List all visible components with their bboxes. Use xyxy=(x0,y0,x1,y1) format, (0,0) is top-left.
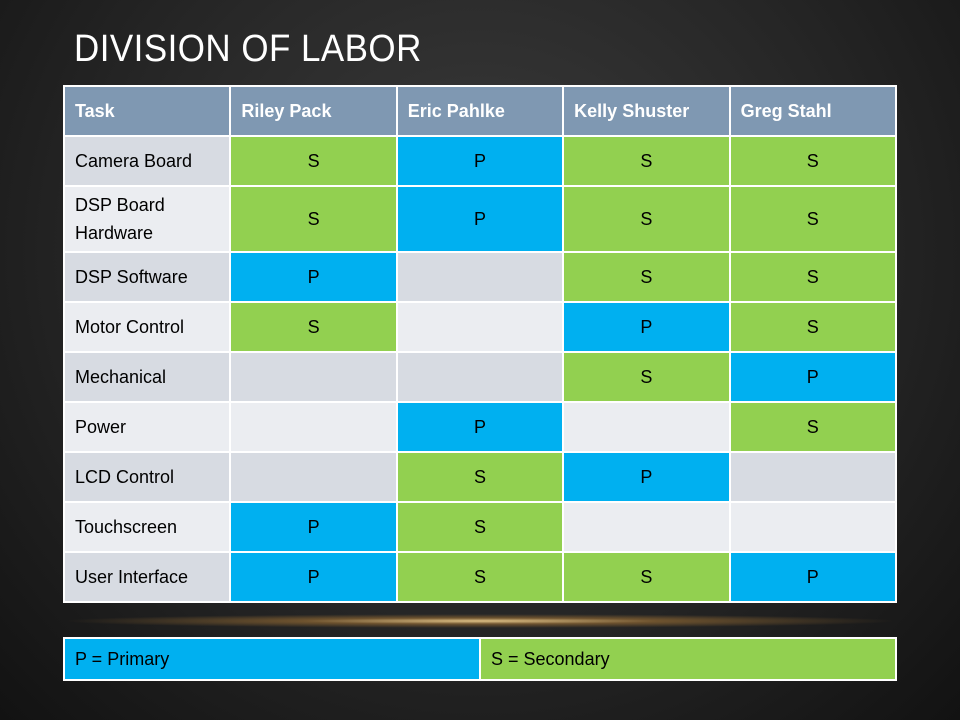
header-eric-pahlke: Eric Pahlke xyxy=(395,85,565,137)
table-row: Touchscreen P S xyxy=(62,501,898,553)
assignment-cell: S xyxy=(728,185,898,253)
assignment-cell: P xyxy=(395,185,565,253)
legend-secondary: S = Secondary xyxy=(479,637,897,681)
task-name: DSP Software xyxy=(62,251,232,303)
assignment-cell: P xyxy=(728,551,898,603)
assignment-cell: S xyxy=(728,135,898,187)
table-row: Camera Board S P S S xyxy=(62,135,898,187)
task-name: Camera Board xyxy=(62,135,232,187)
assignment-cell: S xyxy=(562,351,731,403)
table-row: DSP Board Hardware S P S S xyxy=(62,185,898,253)
division-table: Task Riley Pack Eric Pahlke Kelly Shuste… xyxy=(62,85,898,603)
assignment-cell: P xyxy=(728,351,898,403)
assignment-cell: S xyxy=(562,551,731,603)
assignment-cell: S xyxy=(229,301,398,353)
table-row: User Interface P S S P xyxy=(62,551,898,603)
header-task: Task xyxy=(62,85,232,137)
assignment-cell: P xyxy=(395,401,565,453)
task-name: Mechanical xyxy=(62,351,232,403)
assignment-cell xyxy=(728,501,898,553)
assignment-cell: S xyxy=(728,251,898,303)
assignment-cell: S xyxy=(562,251,731,303)
assignment-cell: P xyxy=(229,501,398,553)
table-row: LCD Control S P xyxy=(62,451,898,503)
assignment-cell: S xyxy=(395,551,565,603)
assignment-cell xyxy=(395,301,565,353)
table-row: DSP Software P S S xyxy=(62,251,898,303)
task-name: Motor Control xyxy=(62,301,232,353)
assignment-cell: P xyxy=(395,135,565,187)
task-name: Power xyxy=(62,401,232,453)
header-riley-pack: Riley Pack xyxy=(229,85,398,137)
assignment-cell: P xyxy=(562,451,731,503)
assignment-cell: S xyxy=(229,135,398,187)
legend-row: P = Primary S = Secondary xyxy=(63,637,897,681)
assignment-cell xyxy=(395,251,565,303)
assignment-cell xyxy=(728,451,898,503)
assignment-cell: P xyxy=(562,301,731,353)
divider-glow xyxy=(60,614,900,628)
legend-table: P = Primary S = Secondary xyxy=(63,637,897,681)
assignment-cell: S xyxy=(395,451,565,503)
assignment-cell: S xyxy=(229,185,398,253)
assignment-cell xyxy=(229,351,398,403)
table-row: Mechanical S P xyxy=(62,351,898,403)
task-name: DSP Board Hardware xyxy=(62,185,232,253)
task-name: LCD Control xyxy=(62,451,232,503)
assignment-cell: S xyxy=(728,301,898,353)
legend-primary: P = Primary xyxy=(63,637,481,681)
assignment-cell: S xyxy=(562,185,731,253)
header-greg-stahl: Greg Stahl xyxy=(728,85,898,137)
assignment-cell xyxy=(395,351,565,403)
assignment-cell: S xyxy=(395,501,565,553)
task-name: User Interface xyxy=(62,551,232,603)
assignment-cell: S xyxy=(728,401,898,453)
header-row: Task Riley Pack Eric Pahlke Kelly Shuste… xyxy=(62,85,898,137)
assignment-cell: S xyxy=(562,135,731,187)
assignment-cell xyxy=(562,501,731,553)
slide-title: DIVISION OF LABOR xyxy=(74,28,422,70)
task-name: Touchscreen xyxy=(62,501,232,553)
header-kelly-shuster: Kelly Shuster xyxy=(562,85,731,137)
assignment-cell xyxy=(229,451,398,503)
assignment-cell: P xyxy=(229,551,398,603)
assignment-cell: P xyxy=(229,251,398,303)
assignment-cell xyxy=(562,401,731,453)
assignment-cell xyxy=(229,401,398,453)
table-row: Power P S xyxy=(62,401,898,453)
table-row: Motor Control S P S xyxy=(62,301,898,353)
